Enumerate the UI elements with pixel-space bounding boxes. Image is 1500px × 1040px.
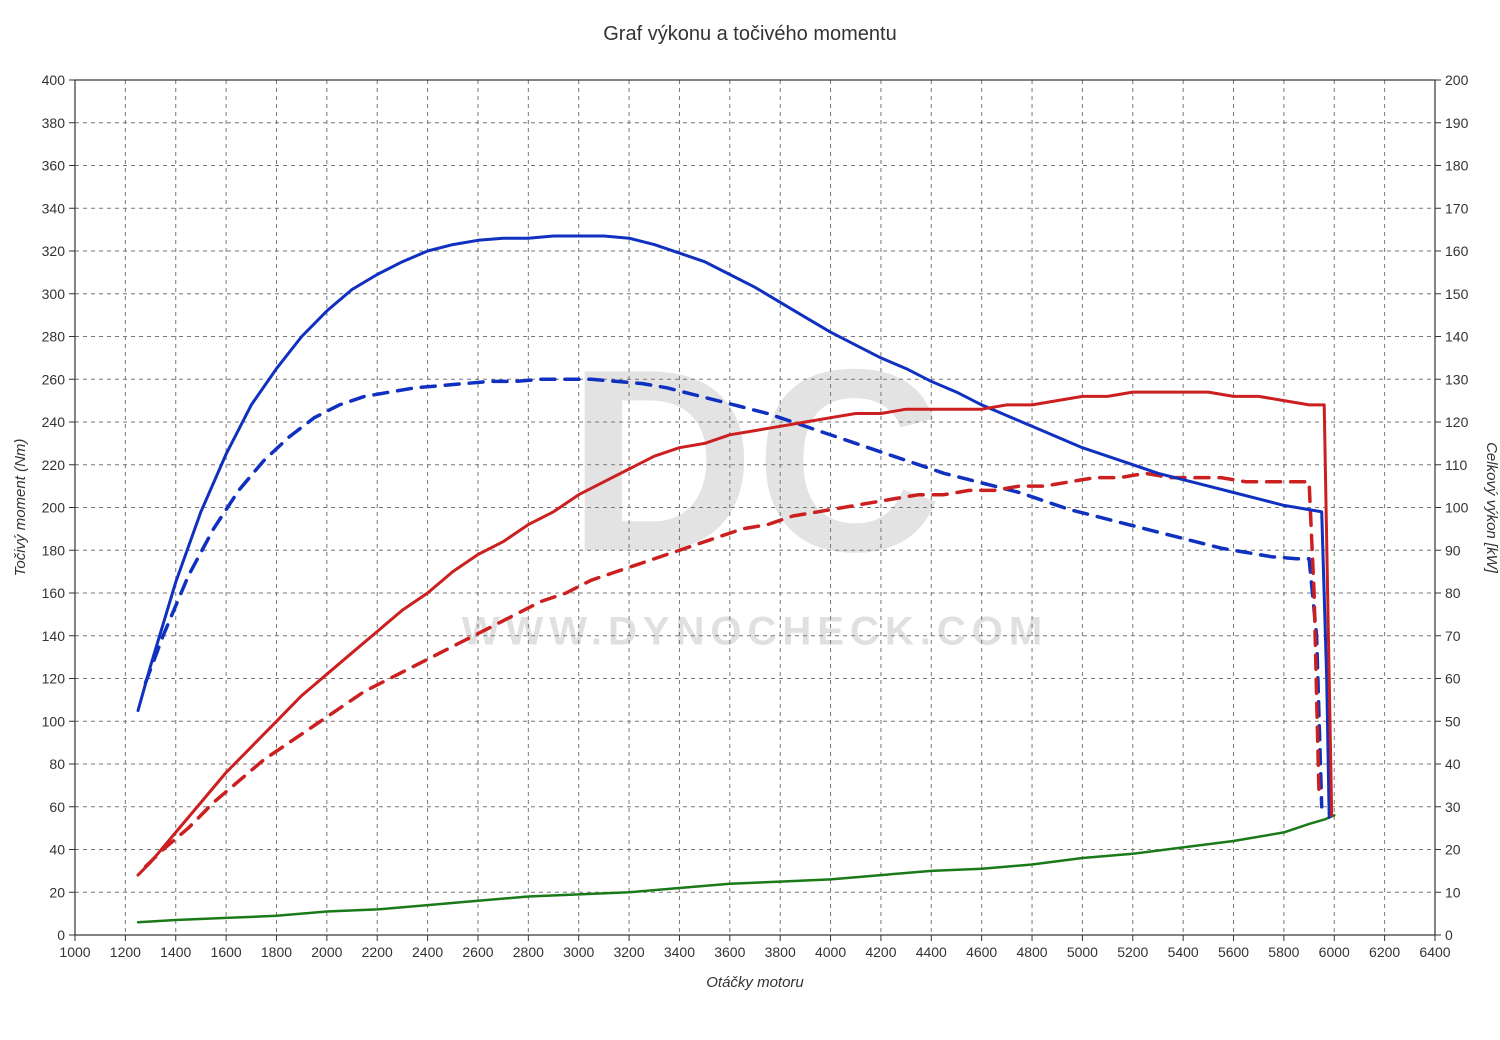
svg-text:220: 220: [42, 457, 66, 473]
svg-text:20: 20: [1445, 842, 1461, 858]
grid: [75, 80, 1435, 935]
svg-text:190: 190: [1445, 115, 1469, 131]
svg-text:3800: 3800: [765, 944, 796, 960]
svg-text:100: 100: [1445, 500, 1469, 516]
y-left-label: Točivý moment (Nm): [12, 439, 29, 577]
svg-text:6000: 6000: [1319, 944, 1350, 960]
svg-text:50: 50: [1445, 713, 1461, 729]
y-right-ticks: 0 10 20 30 40 50 60 70 80 90 100 110 120 130 140 150 160…: [1435, 72, 1469, 943]
svg-text:3600: 3600: [714, 944, 745, 960]
svg-text:60: 60: [49, 799, 65, 815]
svg-text:360: 360: [42, 158, 66, 174]
svg-text:120: 120: [42, 671, 66, 687]
chart-svg: Graf výkonu a točivého momentu DCWWW.DYNO…: [0, 0, 1500, 1040]
svg-text:240: 240: [42, 414, 66, 430]
svg-text:4000: 4000: [815, 944, 846, 960]
svg-text:180: 180: [42, 542, 66, 558]
svg-text:180: 180: [1445, 158, 1469, 174]
svg-text:80: 80: [49, 756, 65, 772]
svg-text:5000: 5000: [1067, 944, 1098, 960]
svg-text:2600: 2600: [462, 944, 493, 960]
svg-text:10: 10: [1445, 884, 1461, 900]
svg-text:150: 150: [1445, 286, 1469, 302]
svg-text:300: 300: [42, 286, 66, 302]
y-left-ticks: 0 20 40 60 80 100 120 140 160 180 200 220 240 260 280 3…: [42, 72, 75, 943]
x-axis-label: Otáčky motoru: [706, 974, 804, 991]
svg-text:160: 160: [42, 585, 66, 601]
svg-text:2200: 2200: [362, 944, 393, 960]
series-loss: [138, 815, 1334, 922]
svg-text:120: 120: [1445, 414, 1469, 430]
svg-text:260: 260: [42, 371, 66, 387]
svg-text:40: 40: [1445, 756, 1461, 772]
svg-text:80: 80: [1445, 585, 1461, 601]
svg-text:3000: 3000: [563, 944, 594, 960]
svg-text:110: 110: [1445, 457, 1468, 473]
svg-text:280: 280: [42, 329, 66, 345]
svg-text:40: 40: [49, 842, 65, 858]
svg-text:30: 30: [1445, 799, 1461, 815]
svg-text:WWW.DYNOCHECK.COM: WWW.DYNOCHECK.COM: [462, 609, 1048, 653]
svg-text:0: 0: [1445, 927, 1453, 943]
svg-text:6200: 6200: [1369, 944, 1400, 960]
svg-text:0: 0: [57, 927, 65, 943]
svg-text:1600: 1600: [211, 944, 242, 960]
svg-text:2400: 2400: [412, 944, 443, 960]
dyno-chart: Graf výkonu a točivého momentu DCWWW.DYNO…: [0, 0, 1500, 1040]
svg-text:2000: 2000: [311, 944, 342, 960]
svg-text:1200: 1200: [110, 944, 141, 960]
svg-text:4200: 4200: [865, 944, 896, 960]
svg-text:3200: 3200: [613, 944, 644, 960]
series-power_stock: [146, 473, 1320, 866]
svg-text:130: 130: [1445, 371, 1469, 387]
svg-text:6400: 6400: [1419, 944, 1450, 960]
svg-text:20: 20: [49, 884, 65, 900]
svg-text:160: 160: [1445, 243, 1469, 259]
svg-text:5400: 5400: [1168, 944, 1199, 960]
svg-text:4800: 4800: [1016, 944, 1047, 960]
svg-text:340: 340: [42, 200, 66, 216]
svg-text:3400: 3400: [664, 944, 695, 960]
svg-text:400: 400: [42, 72, 66, 88]
watermark: DCWWW.DYNOCHECK.COM: [462, 316, 1048, 653]
svg-text:1800: 1800: [261, 944, 292, 960]
svg-text:140: 140: [42, 628, 66, 644]
svg-text:2800: 2800: [513, 944, 544, 960]
x-ticks: 1000 1200 1400 1600 1800 2000 2200 2400 2600 2800…: [59, 935, 1450, 960]
svg-text:5200: 5200: [1117, 944, 1148, 960]
svg-text:200: 200: [42, 500, 66, 516]
svg-text:170: 170: [1445, 200, 1469, 216]
svg-text:1000: 1000: [59, 944, 90, 960]
chart-title: Graf výkonu a točivého momentu: [603, 23, 896, 45]
svg-text:90: 90: [1445, 542, 1461, 558]
svg-text:140: 140: [1445, 329, 1469, 345]
svg-text:5600: 5600: [1218, 944, 1249, 960]
svg-text:320: 320: [42, 243, 66, 259]
svg-text:5800: 5800: [1268, 944, 1299, 960]
svg-text:4600: 4600: [966, 944, 997, 960]
y-right-label: Celkový výkon [kW]: [1483, 442, 1500, 574]
svg-text:60: 60: [1445, 671, 1461, 687]
svg-text:380: 380: [42, 115, 66, 131]
svg-text:1400: 1400: [160, 944, 191, 960]
svg-text:70: 70: [1445, 628, 1461, 644]
svg-text:200: 200: [1445, 72, 1469, 88]
svg-text:4400: 4400: [916, 944, 947, 960]
svg-text:100: 100: [42, 713, 66, 729]
